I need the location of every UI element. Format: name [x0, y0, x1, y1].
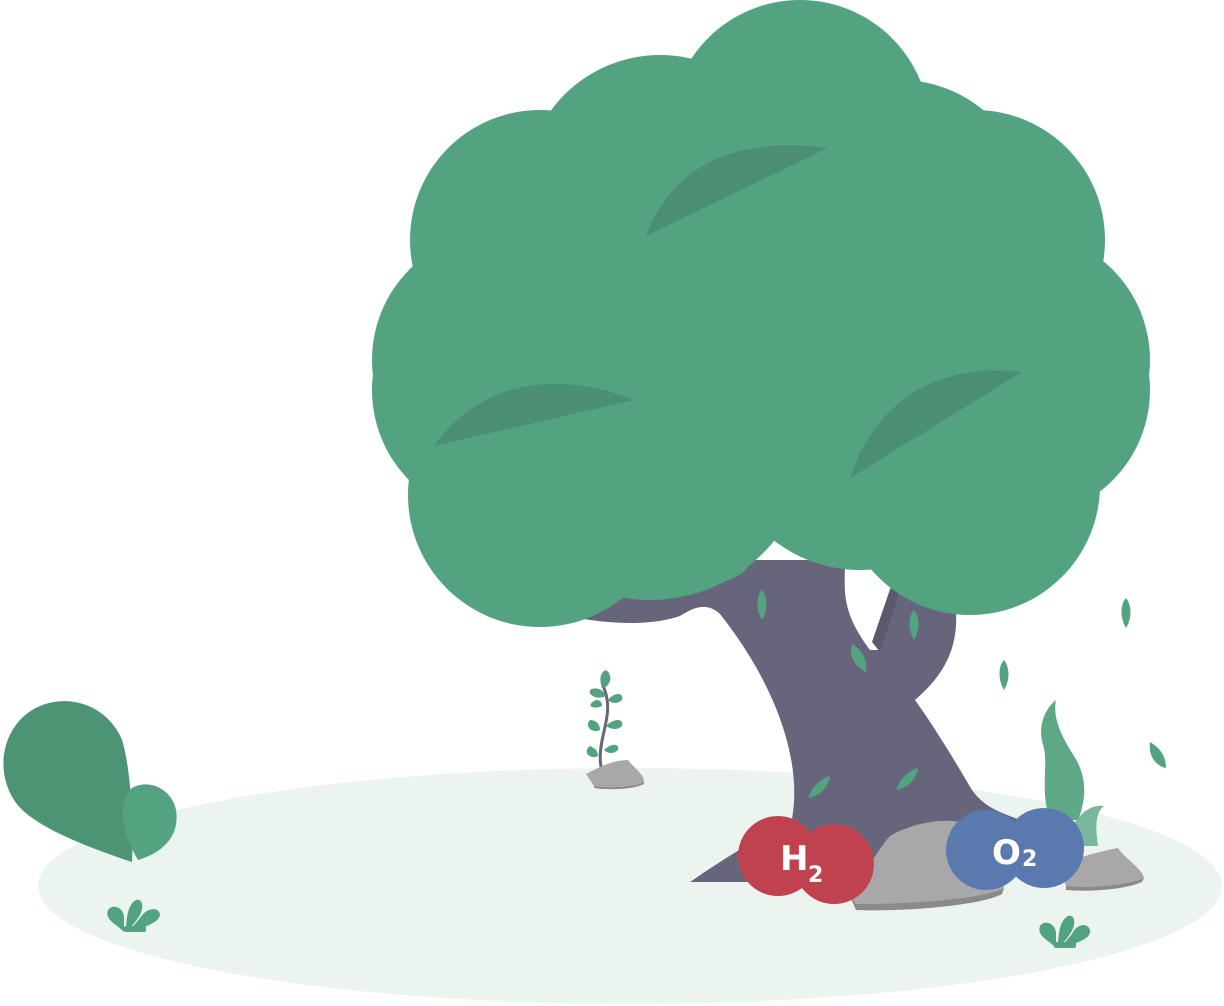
oxygen-molecule-icon: O 2 — [946, 808, 1084, 890]
ground-sprout-left-icon — [107, 899, 160, 932]
oxygen-symbol: O — [992, 833, 1021, 873]
sprout-icon — [586, 670, 644, 790]
hydrogen-subscript: 2 — [808, 863, 823, 888]
ground-sprout-right-icon — [1039, 915, 1091, 948]
hydrogen-molecule-icon: H 2 — [738, 816, 874, 904]
left-bush-icon — [3, 701, 177, 862]
small-rock-icon — [586, 760, 644, 788]
tree-canopy-icon — [372, 0, 1150, 627]
hydrogen-symbol: H — [780, 839, 808, 879]
canopy-leaf-shadows — [434, 145, 1022, 478]
oxygen-subscript: 2 — [1022, 847, 1037, 872]
